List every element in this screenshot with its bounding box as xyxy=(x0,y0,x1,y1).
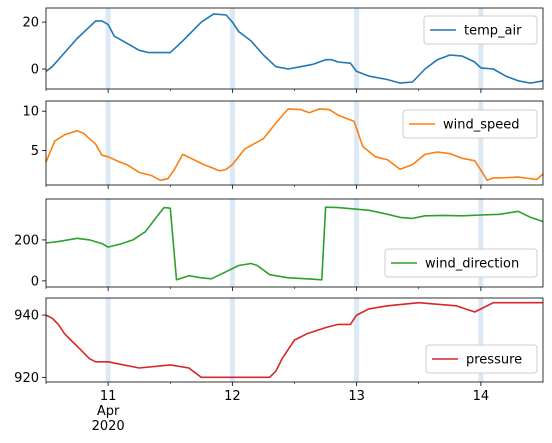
day-boundary-band xyxy=(105,8,111,89)
legend: pressure xyxy=(425,344,538,374)
panel-4: 920 940 pressure xyxy=(14,297,544,386)
legend-box xyxy=(425,344,538,374)
panel-1: 0 20 temp_air xyxy=(22,7,544,93)
x-tick-label: 12 xyxy=(224,389,241,404)
y-tick-label: 5 xyxy=(31,144,39,159)
legend-label: wind_direction xyxy=(425,257,519,272)
y-tick-label: 0 xyxy=(31,274,39,289)
legend-box xyxy=(402,109,538,139)
y-tick-label: 920 xyxy=(14,371,39,386)
day-boundary-band xyxy=(478,298,484,382)
day-boundary-band xyxy=(105,298,111,382)
y-tick-label: 20 xyxy=(22,16,39,31)
x-tick-label: 14 xyxy=(473,389,490,404)
day-boundary-band xyxy=(229,8,235,89)
day-boundary-band xyxy=(229,199,235,287)
x-tick-label: 13 xyxy=(348,389,365,404)
day-boundary-band xyxy=(229,298,235,382)
legend-box xyxy=(384,248,538,278)
day-boundary-band xyxy=(478,8,484,89)
y-tick-label: 10 xyxy=(22,105,39,120)
legend-box xyxy=(423,15,538,45)
series-line-pressure xyxy=(45,301,543,379)
y-tick-label: 200 xyxy=(14,233,39,248)
y-tick-label: 940 xyxy=(14,309,39,324)
legend-label: temp_air xyxy=(464,24,522,39)
day-boundary-band xyxy=(478,199,484,287)
x-tick-month-label: Apr xyxy=(97,404,120,419)
day-boundary-band xyxy=(354,101,360,185)
legend: wind_speed xyxy=(402,109,538,139)
y-tick-label: 0 xyxy=(31,63,39,78)
day-boundary-band xyxy=(105,101,111,185)
series-line-temp_air xyxy=(45,13,544,84)
series-line-wind_direction xyxy=(45,206,544,281)
panel-2: 5 10 wind_speed xyxy=(22,100,544,189)
x-tick-label: 11 xyxy=(100,389,117,404)
legend: wind_direction xyxy=(384,248,538,278)
day-boundary-band xyxy=(354,298,360,382)
series-line-wind_speed xyxy=(45,108,544,182)
day-boundary-band xyxy=(478,101,484,185)
panel-3: 0 200 wind_direction xyxy=(14,198,544,291)
x-tick-year-label: 2020 xyxy=(92,419,125,434)
day-boundary-band xyxy=(229,101,235,185)
legend-label: pressure xyxy=(466,353,522,368)
legend-label: wind_speed xyxy=(443,118,520,133)
legend: temp_air xyxy=(423,15,538,45)
day-boundary-band xyxy=(354,199,360,287)
day-boundary-band xyxy=(105,199,111,287)
day-boundary-band xyxy=(354,8,360,89)
